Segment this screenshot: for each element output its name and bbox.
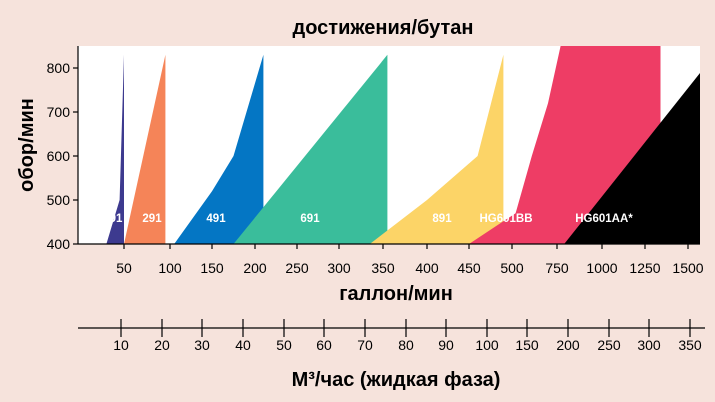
x-tick-label: 1500 [672, 260, 703, 276]
x2-tick-label: 90 [438, 337, 454, 353]
x-tick-label: 450 [457, 260, 481, 276]
x2-tick-label: 350 [678, 337, 702, 353]
series-label-91: 91 [110, 213, 123, 225]
x2-tick-label: 30 [194, 337, 210, 353]
x2-tick-label: 60 [316, 337, 332, 353]
axes: 400 500 600 700 800 50 100 150 200 250 300 350 400 45… [47, 46, 705, 353]
x-tick-label: 750 [545, 260, 569, 276]
y-tick-label: 700 [47, 104, 71, 120]
x-tick-label: 250 [285, 260, 309, 276]
x2-tick-label: 10 [113, 337, 129, 353]
y-tick-label: 600 [47, 148, 71, 164]
chart-title: достижения/бутан [293, 17, 474, 39]
x-tick-label: 1000 [586, 260, 617, 276]
x2-tick-label: 250 [597, 337, 621, 353]
x2-tick-label: 150 [515, 337, 539, 353]
series-area-891 [369, 54, 504, 244]
y-tick-label: 500 [47, 192, 71, 208]
y-axis-label: обор/мин [16, 98, 38, 192]
x-tick-label: 50 [116, 260, 132, 276]
series-label-291: 291 [142, 213, 162, 225]
x2-tick-label: 300 [637, 337, 661, 353]
series-labels: 91 291 491 691 891 HG601BB HG601AA* [110, 213, 634, 225]
x2-tick-label: 80 [398, 337, 414, 353]
x-tick-label: 300 [327, 260, 351, 276]
series-label-hg601bb: HG601BB [479, 213, 532, 225]
x2-tick-label: 50 [276, 337, 292, 353]
series-area-491 [174, 54, 264, 244]
series-area-hg601aa [564, 72, 700, 244]
x-tick-label: 150 [200, 260, 224, 276]
x2-tick-label: 200 [556, 337, 580, 353]
series-label-hg601aa: HG601AA* [575, 213, 633, 225]
x2-tick-label: 20 [154, 337, 170, 353]
x2-tick-label: 70 [357, 337, 373, 353]
x-tick-label: 1250 [629, 260, 660, 276]
series-areas [106, 46, 700, 244]
x2-tick-label: 100 [475, 337, 499, 353]
y-tick-label: 400 [47, 236, 71, 252]
series-label-691: 691 [300, 213, 320, 225]
x-tick-label: 100 [158, 260, 182, 276]
x-tick-label: 350 [371, 260, 395, 276]
series-label-491: 491 [206, 213, 226, 225]
series-area-291 [124, 54, 166, 244]
series-label-891: 891 [432, 213, 452, 225]
x-tick-label: 500 [500, 260, 524, 276]
series-area-91 [106, 54, 124, 244]
x2-axis-label: M³/час (жидкая фаза) [292, 369, 501, 391]
x-tick-label: 200 [243, 260, 267, 276]
x2-tick-label: 40 [235, 337, 251, 353]
x-axis-label: галлон/мин [339, 283, 453, 305]
y-tick-label: 800 [47, 60, 71, 76]
x-tick-label: 400 [415, 260, 439, 276]
series-area-691 [233, 54, 388, 244]
